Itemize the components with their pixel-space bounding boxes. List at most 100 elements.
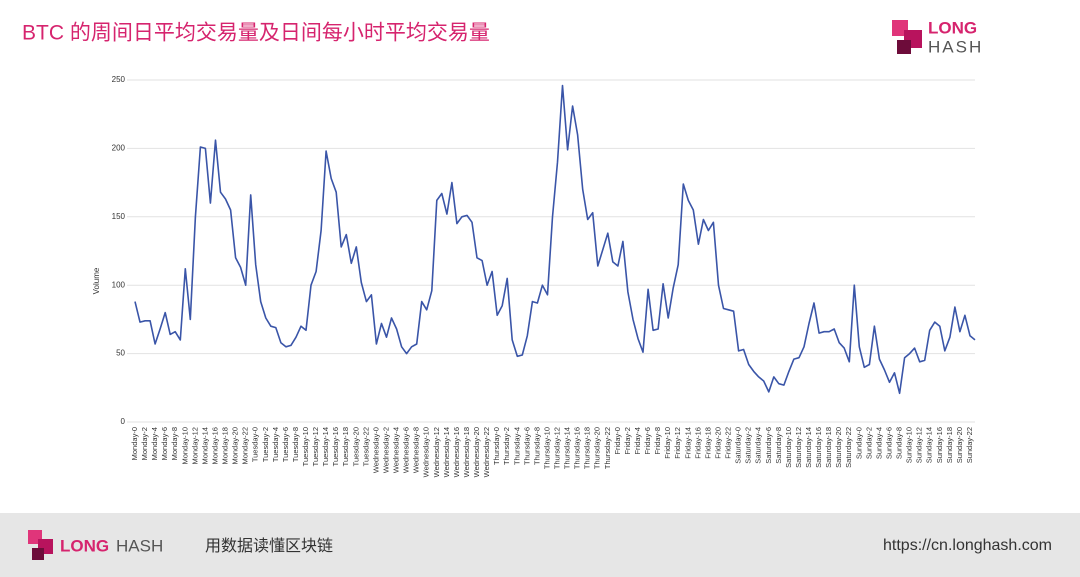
x-tick-label: Tuesday-2 bbox=[261, 427, 270, 462]
x-tick-label: Friday-8 bbox=[653, 427, 662, 455]
y-tick-label: 250 bbox=[112, 75, 126, 84]
logo-cube bbox=[32, 548, 44, 560]
x-tick-label: Monday-16 bbox=[210, 427, 219, 465]
slogan: 用数据读懂区块链 bbox=[205, 537, 333, 555]
x-tick-label: Wednesday-16 bbox=[452, 427, 461, 477]
x-tick-label: Monday-2 bbox=[140, 427, 149, 460]
x-tick-label: Thursday-22 bbox=[603, 427, 612, 469]
x-tick-label: Thursday-6 bbox=[522, 427, 531, 465]
x-tick-label: Friday-16 bbox=[693, 427, 702, 459]
y-tick-label: 50 bbox=[116, 349, 125, 358]
x-tick-label: Sunday-0 bbox=[854, 427, 863, 459]
x-tick-label: Wednesday-8 bbox=[412, 427, 421, 473]
x-tick-label: Friday-22 bbox=[724, 427, 733, 459]
x-tick-label: Thursday-12 bbox=[552, 427, 561, 469]
x-tick-label: Wednesday-4 bbox=[392, 427, 401, 473]
x-tick-label: Friday-6 bbox=[643, 427, 652, 455]
x-tick-label: Friday-20 bbox=[713, 427, 722, 459]
x-tick-label: Wednesday-2 bbox=[381, 427, 390, 473]
x-tick-label: Sunday-4 bbox=[874, 427, 883, 459]
x-tick-label: Sunday-8 bbox=[895, 427, 904, 459]
y-axis-label: Volume bbox=[92, 267, 101, 294]
footer bbox=[0, 513, 1080, 577]
title: BTC 的周间日平均交易量及日间每小时平均交易量 bbox=[22, 22, 490, 45]
x-tick-label: Saturday-14 bbox=[804, 427, 813, 468]
x-tick-label: Monday-20 bbox=[231, 427, 240, 465]
x-tick-label: Wednesday-22 bbox=[482, 427, 491, 477]
x-tick-label: Monday-10 bbox=[180, 427, 189, 465]
x-tick-label: Thursday-18 bbox=[583, 427, 592, 469]
x-tick-label: Tuesday-6 bbox=[281, 427, 290, 462]
x-tick-label: Wednesday-18 bbox=[462, 427, 471, 477]
x-tick-label: Monday-6 bbox=[160, 427, 169, 460]
y-tick-label: 100 bbox=[112, 280, 126, 289]
x-tick-label: Saturday-20 bbox=[834, 427, 843, 468]
x-tick-label: Sunday-10 bbox=[905, 427, 914, 463]
x-tick-label: Wednesday-10 bbox=[422, 427, 431, 477]
x-tick-label: Monday-0 bbox=[130, 427, 139, 460]
x-tick-label: Thursday-10 bbox=[542, 427, 551, 469]
x-tick-label: Saturday-16 bbox=[814, 427, 823, 468]
x-tick-label: Monday-12 bbox=[190, 427, 199, 465]
x-tick-label: Monday-8 bbox=[170, 427, 179, 460]
x-tick-label: Monday-18 bbox=[221, 427, 230, 465]
x-tick-label: Saturday-4 bbox=[754, 427, 763, 464]
x-tick-label: Thursday-4 bbox=[512, 427, 521, 465]
x-tick-label: Tuesday-14 bbox=[321, 427, 330, 466]
x-tick-label: Sunday-18 bbox=[945, 427, 954, 463]
x-tick-label: Saturday-2 bbox=[744, 427, 753, 464]
x-tick-label: Thursday-8 bbox=[532, 427, 541, 465]
y-tick-label: 0 bbox=[121, 417, 126, 426]
logo-cube bbox=[897, 40, 911, 54]
x-tick-label: Friday-4 bbox=[633, 427, 642, 455]
x-tick-label: Wednesday-0 bbox=[371, 427, 380, 473]
logo-text: HASH bbox=[928, 37, 983, 56]
x-tick-label: Tuesday-12 bbox=[311, 427, 320, 466]
x-tick-label: Tuesday-22 bbox=[361, 427, 370, 466]
x-tick-label: Thursday-16 bbox=[573, 427, 582, 469]
x-tick-label: Tuesday-10 bbox=[301, 427, 310, 466]
y-tick-label: 150 bbox=[112, 212, 126, 221]
logo-text: LONG bbox=[928, 18, 977, 37]
x-tick-label: Saturday-12 bbox=[794, 427, 803, 468]
x-tick-label: Monday-4 bbox=[150, 427, 159, 460]
x-tick-label: Friday-14 bbox=[683, 427, 692, 459]
line bbox=[134, 84, 976, 395]
x-tick-label: Tuesday-18 bbox=[341, 427, 350, 466]
x-tick-label: Sunday-6 bbox=[884, 427, 893, 459]
x-tick-label: Friday-12 bbox=[673, 427, 682, 459]
x-tick-label: Sunday-16 bbox=[935, 427, 944, 463]
x-tick-label: Sunday-2 bbox=[864, 427, 873, 459]
x-tick-label: Monday-14 bbox=[200, 427, 209, 465]
x-tick-label: Wednesday-6 bbox=[402, 427, 411, 473]
x-tick-label: Tuesday-4 bbox=[271, 427, 280, 462]
x-tick-label: Friday-2 bbox=[623, 427, 632, 455]
logo-text: LONG bbox=[60, 536, 109, 555]
x-tick-label: Sunday-12 bbox=[915, 427, 924, 463]
x-tick-label: Friday-10 bbox=[663, 427, 672, 459]
x-tick-label: Thursday-14 bbox=[563, 427, 572, 469]
x-tick-label: Saturday-8 bbox=[774, 427, 783, 464]
x-tick-label: Saturday-6 bbox=[764, 427, 773, 464]
x-tick-label: Wednesday-20 bbox=[472, 427, 481, 477]
x-tick-label: Sunday-20 bbox=[955, 427, 964, 463]
header-logo: LONG HASH bbox=[892, 18, 983, 56]
x-tick-label: Sunday-22 bbox=[965, 427, 974, 463]
x-tick-label: Tuesday-0 bbox=[251, 427, 260, 462]
url: https://cn.longhash.com bbox=[883, 537, 1052, 554]
x-tick-label: Sunday-14 bbox=[925, 427, 934, 463]
x-tick-label: Saturday-10 bbox=[784, 427, 793, 468]
x-tick-label: Monday-22 bbox=[241, 427, 250, 465]
x-tick-label: Wednesday-14 bbox=[442, 427, 451, 477]
x-tick-label: Saturday-18 bbox=[824, 427, 833, 468]
x-tick-label: Friday-18 bbox=[703, 427, 712, 459]
x-tick-label: Thursday-2 bbox=[502, 427, 511, 465]
x-tick-label: Saturday-22 bbox=[844, 427, 853, 468]
x-tick-label: Saturday-0 bbox=[734, 427, 743, 464]
footer-logo: LONG HASH 用数据读懂区块链 bbox=[28, 530, 333, 560]
x-tick-label: Wednesday-12 bbox=[432, 427, 441, 477]
x-tick-label: Tuesday-16 bbox=[331, 427, 340, 466]
